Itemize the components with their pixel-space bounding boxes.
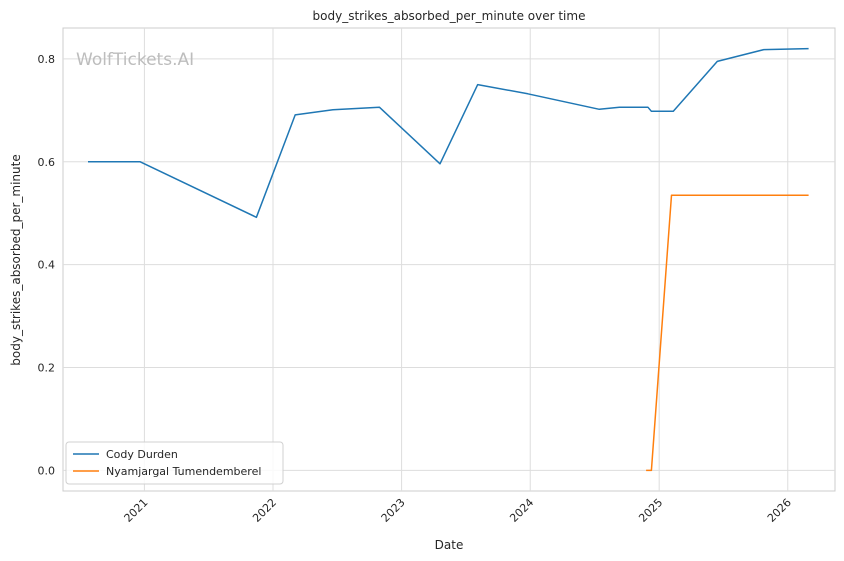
y-tick-label: 0.2 bbox=[38, 362, 56, 375]
grid bbox=[63, 28, 835, 491]
y-tick-label: 0.6 bbox=[38, 156, 56, 169]
y-axis-label: body_strikes_absorbed_per_minute bbox=[9, 154, 23, 365]
y-tick-label: 0.0 bbox=[38, 464, 56, 477]
y-axis-ticks: 0.0 0.2 0.4 0.6 0.8 bbox=[38, 53, 56, 478]
series-lines bbox=[88, 47, 809, 472]
plot-area bbox=[62, 27, 836, 492]
legend: Cody Durden Nyamjargal Tumendemberel bbox=[65, 441, 284, 485]
y-tick-label: 0.8 bbox=[38, 53, 56, 66]
legend-label-cody-durden: Cody Durden bbox=[106, 448, 178, 461]
y-tick-label: 0.4 bbox=[38, 259, 56, 272]
chart-title: body_strikes_absorbed_per_minute over ti… bbox=[313, 9, 586, 23]
watermark: WolfTickets.AI bbox=[76, 50, 194, 70]
series-line-cody-durden bbox=[88, 47, 809, 219]
x-axis-label: Date bbox=[435, 538, 464, 552]
legend-label-nyamjargal-tumendemberel: Nyamjargal Tumendemberel bbox=[106, 465, 261, 478]
legend-box bbox=[65, 441, 284, 485]
series-line-nyamjargal-tumendemberel bbox=[646, 194, 809, 472]
